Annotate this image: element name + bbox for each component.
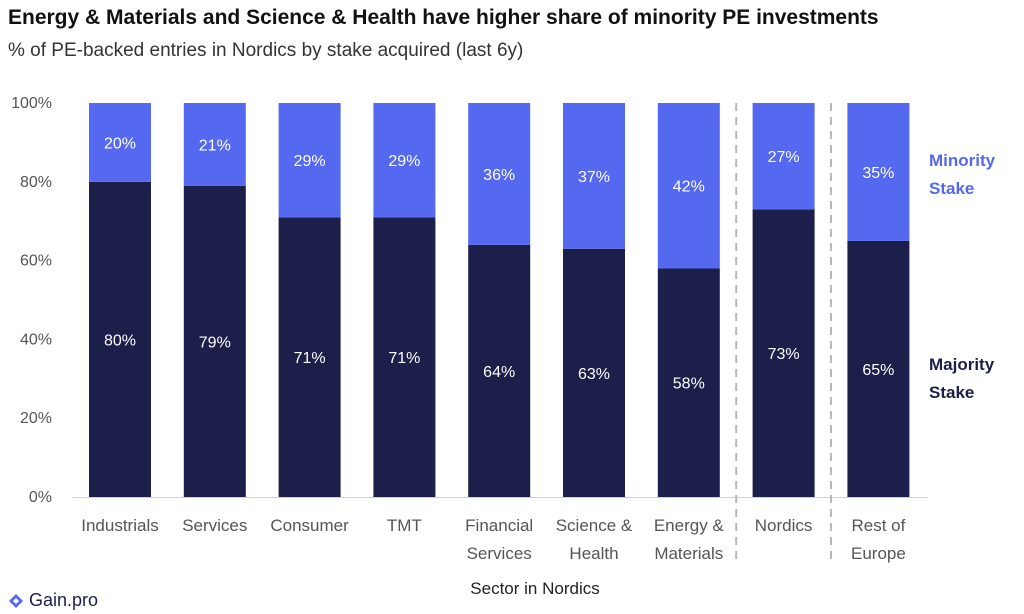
legend-minority: Minority Stake [929,151,996,198]
legend-label-line: Majority [929,355,995,374]
x-category-label-line: Industrials [81,516,158,535]
bar-majority [278,217,341,497]
x-category-label: Financial Services [465,516,533,563]
data-label-minority: 37% [578,169,610,186]
chart-title: Energy & Materials and Science & Health … [8,6,879,29]
bar-minority [183,103,246,186]
legend-label-line: Stake [929,383,974,402]
bar-minority [752,103,815,210]
y-tick-label: 0% [29,489,52,506]
legend-majority: Majority Stake [929,355,995,402]
bar-majority [468,244,531,497]
bar-minority [657,103,720,269]
bar-minority [373,103,436,218]
data-label-majority: 73% [768,346,800,363]
data-label-minority: 21% [199,137,231,154]
x-category-label: Energy & Materials [654,516,725,563]
x-category-label-line: Health [569,544,618,563]
x-category-label: Consumer [270,516,349,535]
data-label-majority: 64% [483,364,515,381]
x-category-label-line: Europe [851,544,906,563]
bar-minority [278,103,341,218]
brand-name: Gain.pro [29,590,99,610]
bar-minority [563,103,625,249]
y-tick-label: 100% [11,95,52,112]
data-label-majority: 58% [673,376,705,393]
legend-label-line: Stake [929,179,974,198]
legend-label-line: Minority [929,151,996,170]
data-label-majority: 71% [388,350,420,367]
y-tick-label: 40% [20,331,52,348]
x-category-label: Industrials [81,516,158,535]
bar-majority [89,181,151,498]
x-category-label: Rest of Europe [851,516,906,563]
data-label-majority: 79% [199,334,231,351]
x-category-label-line: TMT [387,516,422,535]
data-label-majority: 63% [578,366,610,383]
bar-majority [183,185,246,498]
data-label-majority: 80% [104,332,136,349]
bar-majority [847,240,910,497]
x-category-label-line: Materials [654,544,723,563]
gain-logo-icon [9,593,23,608]
x-category-label-line: Services [467,544,532,563]
chart-subtitle: % of PE-backed entries in Nordics by sta… [8,40,524,61]
data-label-minority: 29% [294,153,326,170]
data-label-minority: 42% [673,179,705,196]
x-category-label-line: Financial [465,516,533,535]
x-axis-title: Sector in Nordics [470,579,599,598]
bar-majority [563,248,625,497]
bar-majority [373,217,436,497]
x-category-label-line: Energy & [654,516,725,535]
x-category-label-line: Science & [556,516,633,535]
x-category-label: TMT [387,516,422,535]
data-label-minority: 29% [388,153,420,170]
data-label-minority: 27% [768,149,800,166]
y-tick-label: 20% [20,410,52,427]
y-tick-label: 60% [20,253,52,270]
data-label-majority: 65% [862,362,894,379]
y-tick-label: 80% [20,174,52,191]
data-label-minority: 36% [483,167,515,184]
data-label-majority: 71% [294,350,326,367]
bar-minority [847,103,910,241]
data-label-minority: 20% [104,135,136,152]
bar-majority [657,268,720,497]
x-category-label-line: Consumer [270,516,349,535]
bar-minority [468,103,531,245]
bar-minority [89,103,151,182]
x-category-label: Science & Health [556,516,633,563]
data-label-minority: 35% [862,165,894,182]
x-category-label: Services [182,516,247,535]
x-category-label-line: Nordics [755,516,813,535]
x-category-label-line: Rest of [851,516,905,535]
x-category-label: Nordics [755,516,813,535]
bar-majority [752,209,815,497]
x-category-label-line: Services [182,516,247,535]
brand-logo[interactable]: Gain.pro [8,590,98,611]
